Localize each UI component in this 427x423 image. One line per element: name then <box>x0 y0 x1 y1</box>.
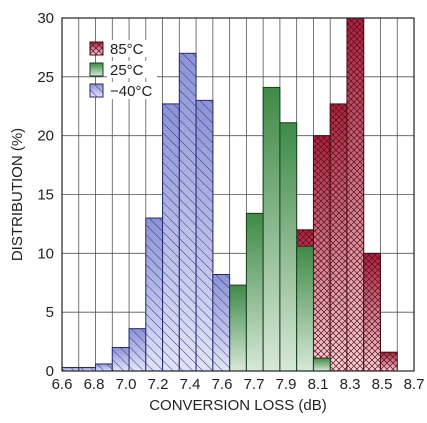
x-tick-label: 7.4 <box>180 376 201 393</box>
y-axis-title: DISTRIBUTION (%) <box>9 128 26 261</box>
histogram-bar <box>111 346 130 372</box>
histogram-bar <box>178 52 197 372</box>
x-tick-label: 7.6 <box>212 376 233 393</box>
y-tick-label: 5 <box>46 304 54 321</box>
legend-label: 85°C <box>110 41 144 58</box>
x-tick-label: 8.3 <box>340 376 361 393</box>
x-tick-label: 7.2 <box>148 376 169 393</box>
histogram-bar <box>195 99 214 372</box>
histogram-bar <box>245 212 264 372</box>
legend-item: 85°C <box>89 40 157 58</box>
histogram-bar <box>312 357 331 372</box>
legend-swatch <box>89 41 104 56</box>
histogram-bar <box>262 86 281 372</box>
y-tick-label: 0 <box>46 363 54 380</box>
histogram-bar <box>229 284 247 372</box>
histogram-bar <box>296 245 314 372</box>
legend-swatch <box>89 83 104 98</box>
histogram-bar <box>312 135 331 372</box>
x-tick-label: 8.1 <box>308 376 329 393</box>
histogram-bar <box>346 17 365 372</box>
y-tick-label: 25 <box>37 69 54 86</box>
y-tick-label: 10 <box>37 245 54 262</box>
x-tick-label: 8.7 <box>404 376 425 393</box>
x-tick-label: 6.6 <box>52 376 73 393</box>
y-tick-label: 20 <box>37 128 54 145</box>
histogram-bar <box>329 103 348 372</box>
legend-item: −40°C <box>89 82 157 100</box>
legend-label: 25°C <box>110 62 144 79</box>
histogram-bar <box>162 103 180 372</box>
histogram-bar <box>95 363 113 372</box>
y-tick-label: 15 <box>37 187 54 204</box>
plot-frame <box>61 17 415 372</box>
histogram-bar <box>145 217 164 372</box>
x-tick-label: 8.5 <box>372 376 393 393</box>
legend-item: 25°C <box>89 61 157 79</box>
x-tick-label: 7.9 <box>276 376 297 393</box>
tick-labels: 6.6 6.8 7.0 7.2 7.4 7.6 7.7 7.9 8.1 8.3 8.5 8.7 0 5 10… <box>37 10 424 393</box>
histogram-bar <box>379 351 398 372</box>
histogram-bar <box>212 274 231 372</box>
legend-label: −40°C <box>110 83 152 100</box>
legend-swatch <box>89 62 104 77</box>
x-axis-title: CONVERSION LOSS (dB) <box>149 397 327 414</box>
legend: 85°C 25°C −40°C <box>89 40 157 100</box>
x-tick-label: 7.0 <box>116 376 137 393</box>
x-tick-label: 6.8 <box>84 376 105 393</box>
histogram-bar <box>279 122 298 372</box>
y-tick-label: 30 <box>37 10 54 27</box>
histogram-bar <box>128 328 147 372</box>
bars <box>61 17 398 372</box>
histogram-bar <box>363 252 381 372</box>
x-tick-label: 7.7 <box>244 376 265 393</box>
